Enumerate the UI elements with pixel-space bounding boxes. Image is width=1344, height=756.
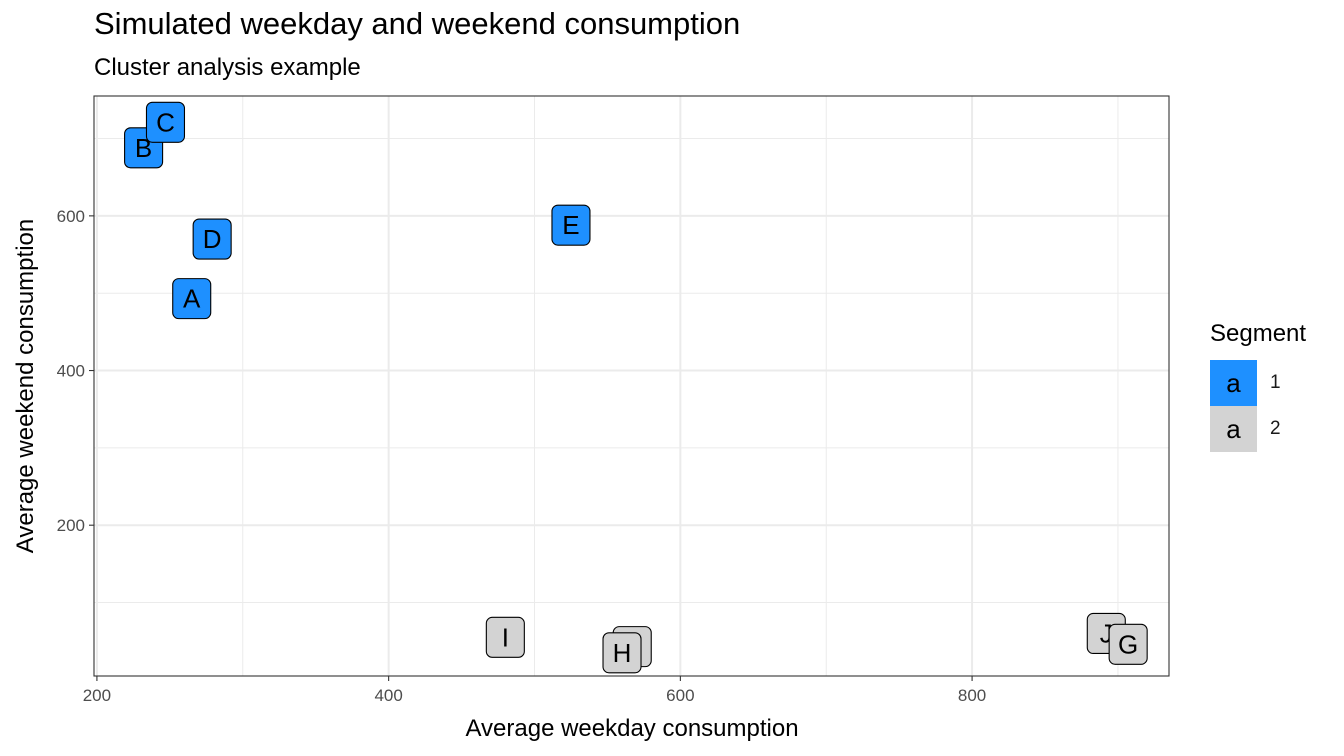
legend-key-2: a xyxy=(1210,406,1257,452)
plot-panel-border xyxy=(93,95,1170,677)
data-point-box xyxy=(145,101,186,143)
data-point-G: G xyxy=(1108,623,1148,665)
data-point-box xyxy=(485,616,525,658)
legend-label-1: 1 xyxy=(1270,372,1281,393)
y-tick-label: 400 xyxy=(57,362,85,381)
y-tick-label: 200 xyxy=(57,516,85,535)
data-point-D: D xyxy=(192,218,232,260)
y-tick-label: 600 xyxy=(57,207,85,226)
data-point-label: C xyxy=(156,107,175,137)
x-tick-label: 400 xyxy=(374,686,402,705)
legend-key-1: a xyxy=(1210,360,1257,406)
data-point-label: G xyxy=(1118,629,1138,659)
data-point-box xyxy=(172,278,212,320)
y-axis-label: Average weekend consumption xyxy=(12,219,39,553)
data-points: ABCDEIFHJG xyxy=(124,101,1148,674)
data-point-box xyxy=(551,204,591,246)
data-point-E: E xyxy=(551,204,591,246)
major-gridlines xyxy=(94,96,1169,676)
data-point-label: D xyxy=(203,224,222,254)
axis-ticks: 200 400 600 800 200 400 600 xyxy=(57,207,987,705)
data-point-label: I xyxy=(502,622,509,652)
data-point-C: C xyxy=(145,101,186,143)
legend-item-2: a 2 xyxy=(1210,406,1344,452)
data-point-label: E xyxy=(562,210,579,240)
chart-title: Simulated weekday and weekend consumptio… xyxy=(94,6,741,41)
data-point-H: H xyxy=(602,632,642,674)
legend-item-1: a 1 xyxy=(1210,360,1344,406)
data-point-box xyxy=(192,218,232,260)
x-tick-label: 600 xyxy=(666,686,694,705)
legend-label-2: 2 xyxy=(1270,418,1281,439)
data-point-box xyxy=(602,632,642,674)
data-point-box xyxy=(1108,623,1148,665)
data-point-I: I xyxy=(485,616,525,658)
x-tick-label: 200 xyxy=(83,686,111,705)
data-point-A: A xyxy=(172,278,212,320)
data-point-label: A xyxy=(183,284,201,314)
x-axis-label: Average weekday consumption xyxy=(465,715,798,742)
data-point-label: H xyxy=(613,638,632,668)
legend-title: Segment xyxy=(1210,320,1307,347)
x-tick-label: 800 xyxy=(958,686,986,705)
minor-gridlines xyxy=(94,96,1169,676)
chart-subtitle: Cluster analysis example xyxy=(94,54,361,81)
